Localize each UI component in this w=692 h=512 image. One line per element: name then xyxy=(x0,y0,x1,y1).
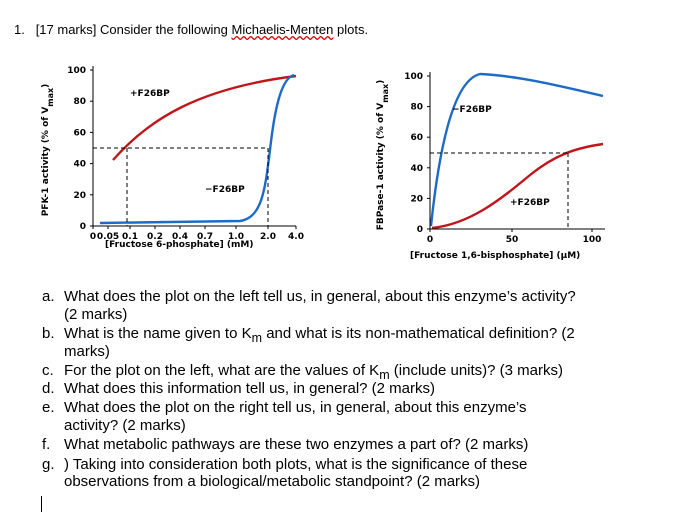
part-line: What does the plot on the right tell us,… xyxy=(64,399,527,416)
x-tick-label: 0.4 xyxy=(172,232,188,242)
part-line: What metabolic pathways are these two en… xyxy=(64,436,528,453)
curve xyxy=(99,73,295,225)
y-tick-label: 100 xyxy=(404,72,423,82)
curve-label: +F26BP xyxy=(130,89,170,99)
question-text: plots. xyxy=(333,22,369,37)
part-text: For the plot on the left, what are the v… xyxy=(64,362,380,379)
part-text: ) Taking into consideration both plots, … xyxy=(64,455,528,473)
part-line: marks) xyxy=(64,343,110,360)
part-line: activity? (2 marks) xyxy=(64,417,186,434)
curve-label: +F26BP xyxy=(510,198,550,208)
part-text: and what is its non-mathematical definit… xyxy=(262,325,575,342)
y-tick-label: 0 xyxy=(80,222,86,232)
x-tick-label: 0.2 xyxy=(147,232,163,242)
part-letter: c. xyxy=(42,362,54,379)
x-tick-label: 0.1 xyxy=(122,232,138,242)
x-tick-label: 1.0 xyxy=(228,232,244,242)
y-tick-label: 80 xyxy=(410,103,423,113)
y-tick-label: 20 xyxy=(410,194,423,204)
part-text: m xyxy=(379,368,390,382)
part-text: What does this information tell us, in g… xyxy=(64,379,435,397)
x-tick-label: 100 xyxy=(583,235,602,245)
y-axis-label-part: PFK-1 activity (% of V xyxy=(41,107,51,217)
part-line: For the plot on the left, what are the v… xyxy=(64,362,563,382)
y-tick-label: 40 xyxy=(73,160,86,170)
part-line: What is the name given to Km and what is… xyxy=(64,325,575,345)
curve xyxy=(429,72,604,227)
y-axis-label: PFK-1 activity (% of Vmax) xyxy=(41,84,55,217)
y-tick-label: 20 xyxy=(73,191,86,201)
part-line: What does this information tell us, in g… xyxy=(64,380,435,397)
y-tick-label: 80 xyxy=(73,97,86,107)
part-line: (2 marks) xyxy=(64,306,127,323)
part-text: What does the plot on the right tell us,… xyxy=(64,399,527,416)
y-tick-label: 60 xyxy=(73,128,86,138)
x-tick-label: 0 xyxy=(427,235,433,245)
part-text: activity? (2 marks) xyxy=(64,416,186,434)
part-line: observations from a biological/metabolic… xyxy=(64,473,480,490)
y-axis-label-part: max xyxy=(381,83,390,103)
y-tick-label: 40 xyxy=(410,164,423,174)
part-letter: f. xyxy=(42,436,51,453)
x-axis-label: [Fructose 6-phosphate] (mM) xyxy=(105,240,253,250)
part-letter: b. xyxy=(42,325,55,342)
y-axis-label-part: max xyxy=(46,87,55,107)
part-text: What metabolic pathways are these two en… xyxy=(64,436,529,453)
y-tick-label: 60 xyxy=(410,133,423,143)
x-tick-label: 50 xyxy=(506,235,519,245)
x-tick-label: 0 xyxy=(90,232,96,242)
part-text: What does the plot on the left tell us, … xyxy=(64,288,576,305)
x-tick-label: 2.0 xyxy=(260,232,276,242)
part-letter: g. xyxy=(42,455,55,473)
y-axis-label-part: FBPase-1 activity (% of V xyxy=(376,103,386,231)
x-tick-label: 4.0 xyxy=(288,232,304,242)
curve-label: −F26BP xyxy=(452,105,492,115)
question-number: 1. xyxy=(14,22,25,37)
part-text: (include units)? (3 marks) xyxy=(389,362,563,379)
part-text: What is the name given to K xyxy=(64,325,252,342)
question-heading: 1. [17 marks] Consider the following Mic… xyxy=(14,22,368,37)
part-letter: a. xyxy=(42,288,55,305)
y-axis-label-part: ) xyxy=(41,84,51,88)
curves xyxy=(99,72,604,230)
y-tick-label: 0 xyxy=(417,225,423,235)
part-text: m xyxy=(251,331,263,345)
y-axis-label-part: ) xyxy=(376,80,386,84)
y-axis-label: FBPase-1 activity (% of Vmax) xyxy=(376,80,390,231)
question-text: [17 marks] Consider the following xyxy=(35,22,232,37)
y-tick-label: 100 xyxy=(67,66,86,76)
x-tick-label: 0.05 xyxy=(97,232,119,242)
question-text: Michaelis-Menten xyxy=(231,22,334,37)
x-tick-label: 0.7 xyxy=(197,232,213,242)
part-line: What does the plot on the left tell us, … xyxy=(64,288,576,305)
part-text: observations from a biological/metabolic… xyxy=(64,473,481,490)
part-text: marks) xyxy=(64,342,110,360)
curve-label: −F26BP xyxy=(205,185,245,195)
guides xyxy=(93,147,569,229)
part-line: ) Taking into consideration both plots, … xyxy=(64,456,527,473)
part-text: (2 marks) xyxy=(64,305,128,323)
x-axis-label: [Fructose 1,6-bisphosphate] (µM) xyxy=(410,251,580,261)
part-letter: d. xyxy=(42,379,55,397)
cursor xyxy=(41,496,42,512)
curve xyxy=(112,74,297,161)
curve xyxy=(431,142,604,230)
part-letter: e. xyxy=(42,399,55,416)
